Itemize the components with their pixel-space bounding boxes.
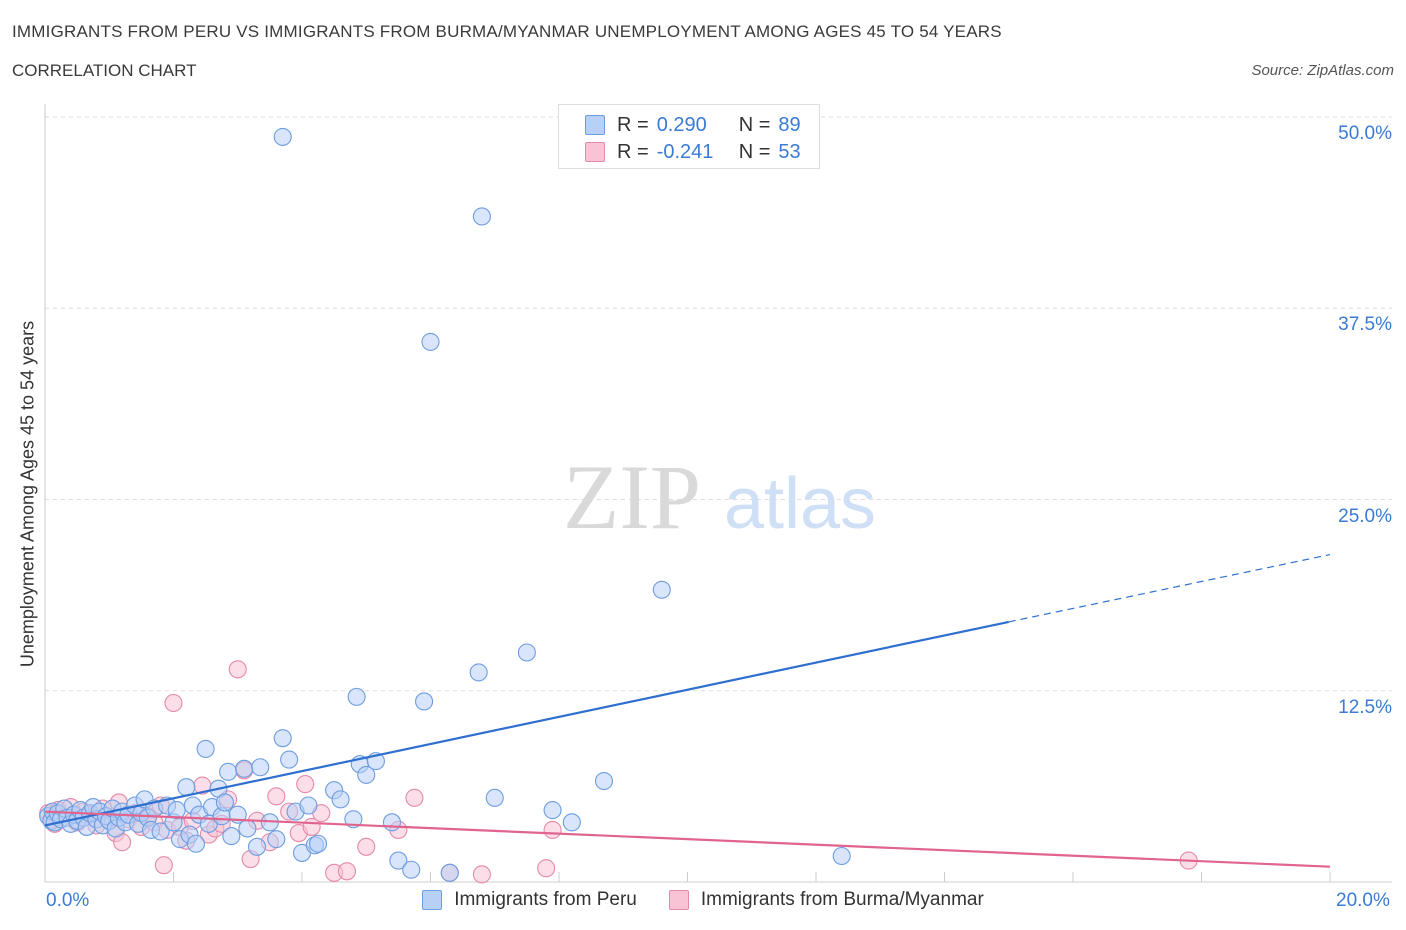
peru-point	[594, 771, 614, 791]
peru-point	[177, 778, 196, 797]
peru-point	[344, 810, 363, 829]
peru-trend-line	[44, 620, 1009, 827]
legend-swatch-peru	[585, 115, 605, 135]
burma-point	[543, 820, 562, 840]
peru-points	[39, 127, 851, 882]
series-legend: Immigrants from Peru Immigrants from Bur…	[0, 889, 1406, 911]
peru-point	[472, 207, 491, 226]
legend-r-value: -0.241	[656, 140, 714, 163]
burma-point	[164, 693, 183, 713]
peru-point	[251, 758, 270, 777]
burma-point	[154, 856, 173, 875]
legend-n-label: N =	[738, 113, 771, 136]
axes	[44, 104, 1392, 883]
watermark: ZIP atlas	[563, 446, 876, 548]
peru-point	[543, 801, 562, 820]
peru-point	[309, 834, 328, 853]
y-tick-label: 25.0%	[1338, 505, 1392, 527]
y-axis-title: Unemployment Among Ages 45 to 54 years	[17, 320, 38, 668]
x-tick-label-min: 0.0%	[46, 890, 90, 911]
legend-row-burma: R = -0.241 N = 53	[585, 140, 801, 164]
peru-point	[273, 729, 292, 748]
peru-point	[440, 863, 459, 882]
peru-point	[215, 793, 234, 812]
legend-swatch-burma	[585, 142, 605, 162]
burma-points	[39, 660, 1198, 884]
series-label-peru: Immigrants from Peru	[454, 889, 637, 910]
peru-point	[331, 790, 350, 809]
peru-point	[186, 834, 206, 853]
series-swatch-peru	[422, 890, 443, 910]
burma-point	[228, 660, 247, 679]
peru-point	[562, 813, 581, 832]
watermark-zip: ZIP	[563, 446, 701, 548]
chart-subtitle: CORRELATION CHART	[12, 61, 197, 80]
series-legend-burma[interactable]: Immigrants from Burma/Myanmar	[668, 889, 984, 911]
peru-point	[219, 762, 238, 781]
source-credit: Source: ZipAtlas.com	[1251, 62, 1394, 79]
peru-point	[222, 827, 241, 846]
peru-point	[273, 127, 292, 146]
gridlines	[45, 116, 1392, 692]
peru-point	[235, 759, 254, 778]
trend-lines	[44, 553, 1331, 868]
peru-point	[389, 851, 408, 870]
peru-point	[238, 819, 257, 838]
legend-r-value: 0.290	[656, 113, 707, 136]
burma-point	[357, 837, 376, 856]
peru-point	[267, 830, 286, 849]
burma-point	[337, 862, 357, 881]
legend-n-value: 53	[778, 140, 801, 163]
series-legend-peru[interactable]: Immigrants from Peru	[422, 889, 637, 911]
burma-point	[472, 865, 491, 884]
legend-row-peru: R = 0.290 N = 89	[585, 113, 801, 137]
peru-point	[196, 739, 215, 758]
stats-legend: R = 0.290 N = 89 R = -0.241 N = 53	[558, 104, 820, 169]
peru-point	[299, 796, 318, 815]
peru-point	[485, 788, 504, 807]
y-tick-label: 50.0%	[1338, 123, 1392, 144]
peru-point	[832, 846, 851, 866]
peru-point	[382, 813, 402, 832]
peru-point	[247, 837, 267, 856]
peru-trend-extension	[1008, 553, 1331, 623]
burma-point	[296, 775, 315, 794]
legend-r-label: R =	[617, 113, 649, 136]
peru-point	[415, 692, 434, 711]
peru-point	[469, 663, 488, 682]
series-label-burma: Immigrants from Burma/Myanmar	[700, 889, 984, 910]
peru-point	[357, 765, 376, 784]
legend-r-label: R =	[617, 140, 649, 163]
peru-point	[151, 822, 170, 841]
peru-point	[280, 750, 299, 769]
burma-trend-line	[44, 810, 1331, 868]
y-tick-label: 12.5%	[1338, 696, 1392, 718]
peru-point	[421, 332, 440, 351]
watermark-atlas: atlas	[724, 464, 876, 544]
peru-point	[402, 860, 421, 879]
burma-point	[537, 859, 556, 878]
peru-point	[347, 687, 366, 706]
x-tick-label-max: 20.0%	[1336, 890, 1390, 911]
peru-point	[652, 580, 671, 599]
burma-point	[267, 787, 286, 806]
series-swatch-burma	[668, 890, 689, 910]
legend-n-value: 89	[778, 113, 801, 136]
peru-point	[517, 643, 536, 662]
legend-n-label: N =	[738, 140, 771, 163]
y-tick-label: 37.5%	[1338, 314, 1392, 336]
chart-title: IMMIGRANTS FROM PERU VS IMMIGRANTS FROM …	[12, 22, 1002, 41]
burma-point	[405, 788, 424, 807]
